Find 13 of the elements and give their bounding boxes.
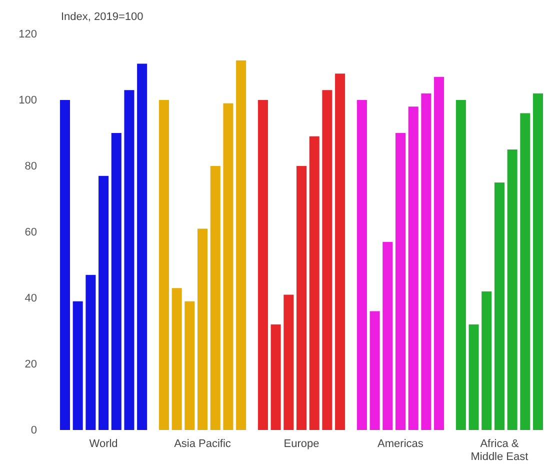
x-tick-label: Americas xyxy=(378,438,424,450)
y-tick-label: 20 xyxy=(24,358,37,371)
chart-subtitle: Index, 2019=100 xyxy=(61,11,144,23)
x-tick-label: Africa & Middle East xyxy=(470,438,528,463)
y-tick-label: 0 xyxy=(30,424,37,437)
x-tick-label: Asia Pacific xyxy=(174,438,232,450)
x-tick-label: Europe xyxy=(284,438,320,450)
y-tick-label: 120 xyxy=(18,28,37,41)
y-tick-label: 60 xyxy=(24,226,37,239)
y-tick-label: 40 xyxy=(24,292,37,305)
y-tick-label: 100 xyxy=(18,94,37,107)
y-tick-label: 80 xyxy=(24,160,37,173)
x-tick-label: World xyxy=(89,438,118,450)
